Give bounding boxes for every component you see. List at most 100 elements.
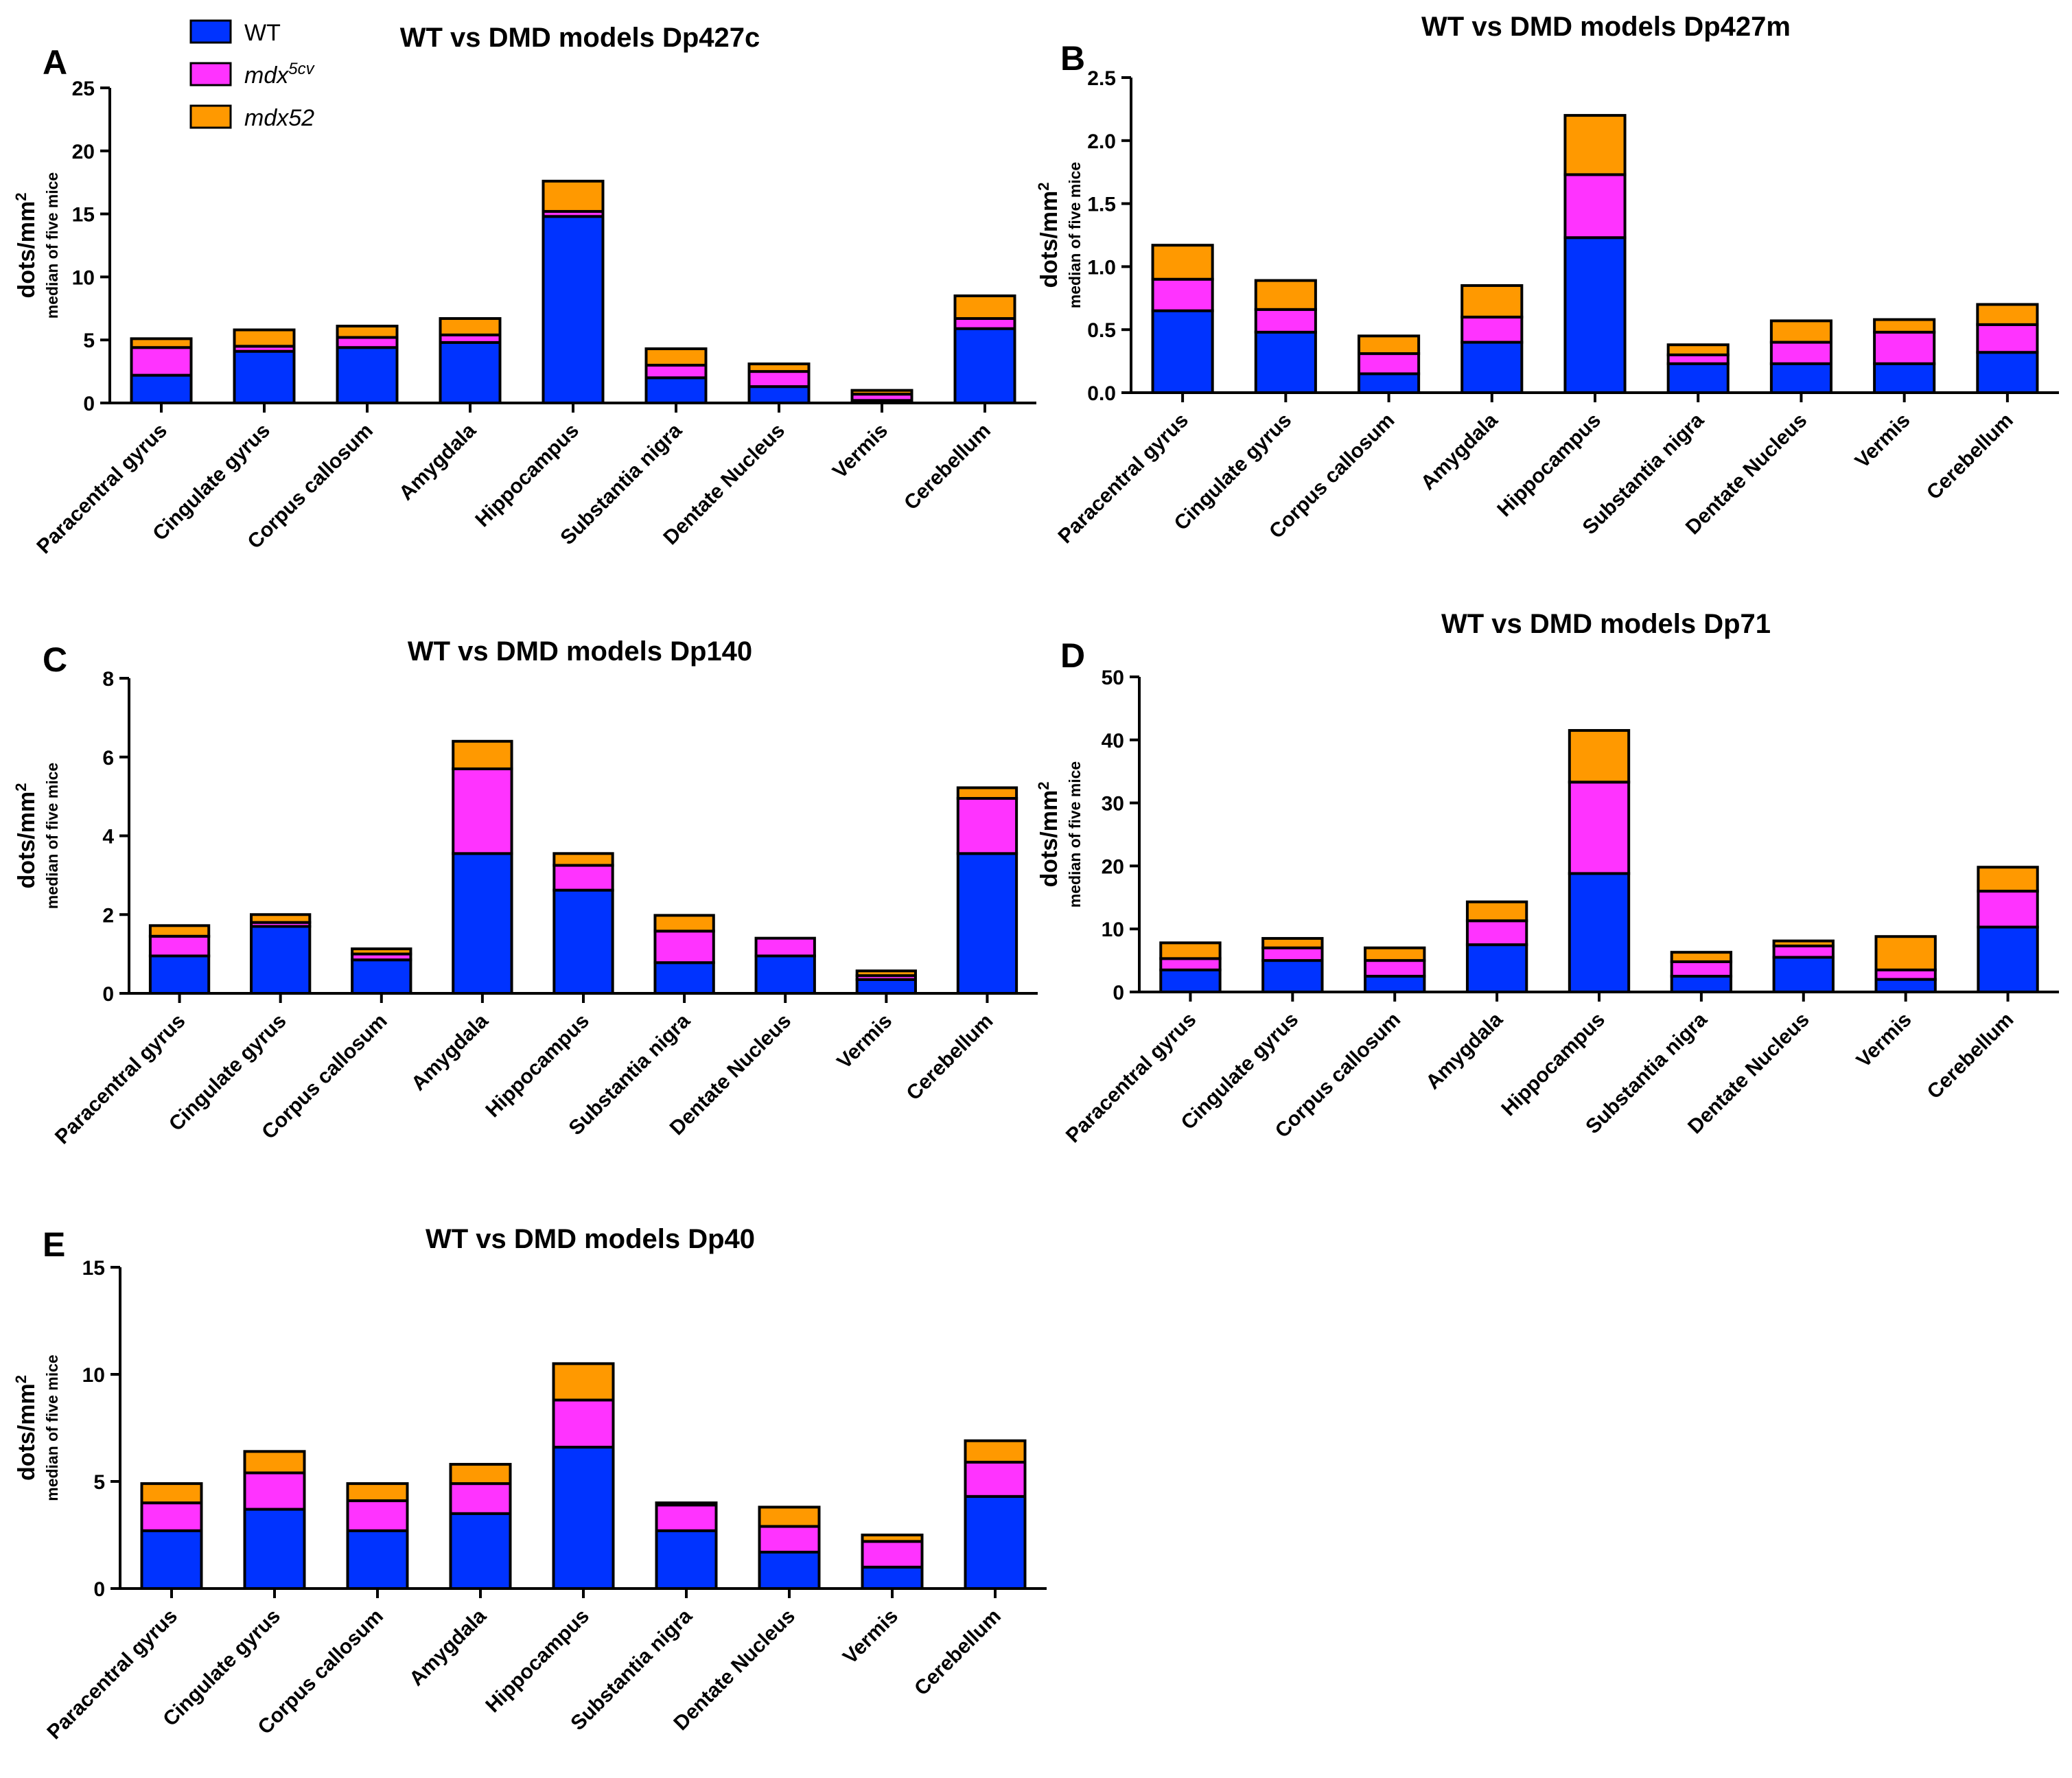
bar-wt (130, 373, 193, 404)
y-tick-label: 50 (1102, 667, 1124, 689)
y-tick-label: 0 (93, 1578, 105, 1601)
bar-mdx52 (747, 362, 811, 373)
y-tick-label: 0 (102, 983, 114, 1006)
bar-mdx5cv (140, 1501, 203, 1532)
bar-wt (1670, 975, 1733, 994)
legend-label: mdx52 (244, 105, 314, 131)
legend-label: mdx5cv (244, 60, 316, 89)
bar-wt (233, 349, 296, 404)
bar-wt (1460, 340, 1524, 394)
bar-mdx52 (1772, 939, 1835, 947)
x-tick-label: Paracentral gyrus (1054, 409, 1193, 549)
bar-wt (1873, 362, 1936, 394)
bar-wt (747, 385, 811, 405)
bar-mdx52 (653, 914, 715, 933)
x-tick-label: Amygdala (405, 1604, 491, 1690)
bar-mdx52 (758, 1505, 821, 1528)
bar-mdx52 (1261, 936, 1324, 949)
bar-mdx52 (1254, 279, 1317, 311)
legend-swatch (189, 19, 232, 44)
bar-wt (552, 888, 614, 995)
bar-mdx52 (1563, 114, 1627, 176)
bar-mdx52 (964, 1439, 1027, 1464)
bar-mdx5cv (1670, 960, 1733, 978)
x-tick-label: Cerebellum (910, 1605, 1005, 1700)
bar-mdx52 (1977, 866, 2039, 893)
bar-mdx52 (552, 852, 614, 867)
chart-title: WT vs DMD models Dp427m (1421, 12, 1791, 42)
bar-wt (1769, 362, 1833, 394)
bar-mdx52 (552, 1362, 615, 1402)
bar-mdx52 (130, 337, 193, 349)
bar-mdx52 (351, 947, 412, 956)
y-axis-sublabel: median of five mice (43, 1354, 61, 1501)
bar-mdx5cv (956, 796, 1018, 855)
bar-mdx52 (655, 1501, 718, 1507)
bar-mdx5cv (1364, 959, 1426, 978)
x-tick-label: Vermis (1851, 409, 1915, 473)
bar-mdx5cv (243, 1471, 306, 1511)
bar-mdx52 (243, 1450, 306, 1475)
bar-wt (964, 1494, 1027, 1591)
bar-mdx5cv (130, 346, 193, 377)
bar-wt (346, 1529, 409, 1591)
panel-letter: D (1060, 636, 1085, 675)
bar-mdx5cv (552, 864, 614, 892)
y-tick-label: 0 (83, 393, 95, 415)
x-tick-label: Cerebellum (1923, 1008, 2018, 1104)
bar-mdx5cv (1873, 330, 1936, 365)
bar-mdx52 (1670, 951, 1733, 963)
bar-mdx5cv (148, 934, 211, 958)
chart-title: WT vs DMD models Dp40 (426, 1224, 755, 1254)
y-tick-label: 20 (72, 141, 95, 163)
legend: WT mdx5cv mdx52 (189, 19, 316, 131)
bar-mdx5cv (552, 1398, 615, 1449)
y-tick-label: 2.0 (1087, 130, 1116, 153)
bar-mdx5cv (655, 1503, 718, 1532)
bar-mdx5cv (452, 767, 513, 855)
bar-mdx52 (148, 924, 211, 938)
x-tick-label: Amygdala (395, 419, 480, 505)
bar-mdx52 (542, 179, 605, 213)
chart-panel-e: E WT vs DMD models Dp40 dots/mm2 median of … (12, 1224, 1047, 1744)
bar-wt (1151, 309, 1214, 394)
y-axis-label: dots/mm2 (1035, 183, 1063, 288)
bar-mdx5cv (861, 1540, 924, 1569)
bar-mdx52 (1364, 946, 1426, 962)
y-tick-label: 5 (93, 1471, 105, 1494)
bar-wt (1772, 956, 1835, 994)
bar-mdx52 (1874, 935, 1937, 971)
x-tick-label: Hippocampus (471, 419, 583, 532)
bar-mdx5cv (1976, 323, 2039, 354)
bar-wt (754, 954, 816, 995)
chart-panel-d: D WT vs DMD models Dp71 dots/mm2 median of … (1035, 609, 2059, 1148)
y-tick-label: 2 (102, 904, 114, 927)
bar-mdx52 (1873, 318, 1936, 334)
bar-mdx5cv (346, 1499, 409, 1532)
bar-wt (1261, 959, 1324, 993)
bar-wt (655, 1529, 718, 1591)
bar-mdx5cv (754, 936, 816, 958)
bar-mdx52 (1666, 343, 1730, 356)
bar-mdx5cv (1772, 944, 1835, 959)
bar-wt (1254, 330, 1317, 395)
y-tick-label: 5 (83, 330, 95, 352)
x-tick-label: Hippocampus (1497, 1008, 1609, 1121)
y-tick-label: 15 (72, 204, 95, 227)
x-tick-label: Vermis (839, 1605, 903, 1669)
bar-mdx5cv (1465, 919, 1528, 947)
bar-mdx52 (1460, 284, 1524, 319)
x-tick-label: Cerebellum (900, 419, 995, 515)
bar-mdx5cv (747, 370, 811, 389)
bar-mdx52 (953, 294, 1016, 320)
panel-letter: A (43, 43, 67, 82)
bar-mdx5cv (1977, 890, 2039, 929)
y-tick-label: 2.5 (1087, 67, 1116, 90)
y-axis-label: dots/mm2 (1035, 782, 1063, 888)
bar-mdx5cv (1254, 308, 1317, 334)
x-tick-label: Paracentral gyrus (1062, 1008, 1201, 1148)
bar-wt (1977, 925, 2039, 994)
bar-mdx52 (1159, 941, 1222, 960)
x-tick-label: Hippocampus (1493, 409, 1605, 522)
bar-mdx5cv (964, 1460, 1027, 1498)
